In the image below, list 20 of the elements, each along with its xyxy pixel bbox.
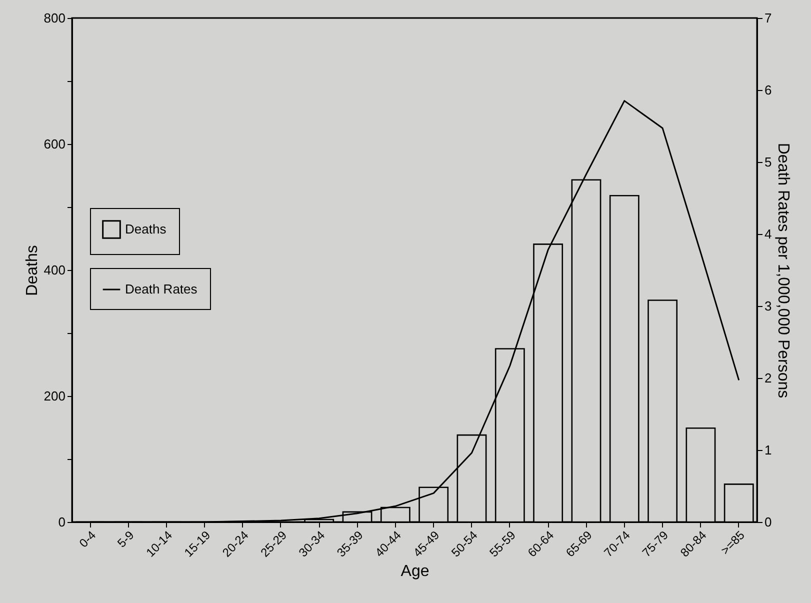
x-axis-title: Age bbox=[400, 562, 430, 580]
x-tick-label: 5-9 bbox=[114, 528, 138, 550]
y2-axis-title: Death Rates per 1,000,000 Persons bbox=[774, 142, 792, 398]
y-tick-label: 0 bbox=[58, 514, 66, 530]
y-tick-label: 400 bbox=[44, 262, 66, 278]
y-tick-label: 800 bbox=[44, 10, 66, 26]
y2-tick-label: 5 bbox=[764, 154, 772, 170]
y2-tick-label: 6 bbox=[764, 82, 772, 98]
legend-label: Death Rates bbox=[125, 282, 198, 296]
legend-label: Deaths bbox=[125, 222, 167, 236]
y2-tick-label: 0 bbox=[764, 514, 772, 530]
y-tick-label: 200 bbox=[44, 388, 66, 404]
y2-tick-label: 2 bbox=[764, 370, 772, 386]
y2-tick-label: 1 bbox=[764, 442, 772, 458]
y2-tick-label: 3 bbox=[764, 298, 772, 314]
y2-tick-label: 4 bbox=[764, 226, 772, 242]
y-tick-label: 600 bbox=[44, 136, 66, 152]
y-axis-title: Deaths bbox=[24, 245, 41, 296]
x-tick-label: 0-4 bbox=[76, 528, 99, 550]
y2-tick-label: 7 bbox=[764, 10, 772, 26]
